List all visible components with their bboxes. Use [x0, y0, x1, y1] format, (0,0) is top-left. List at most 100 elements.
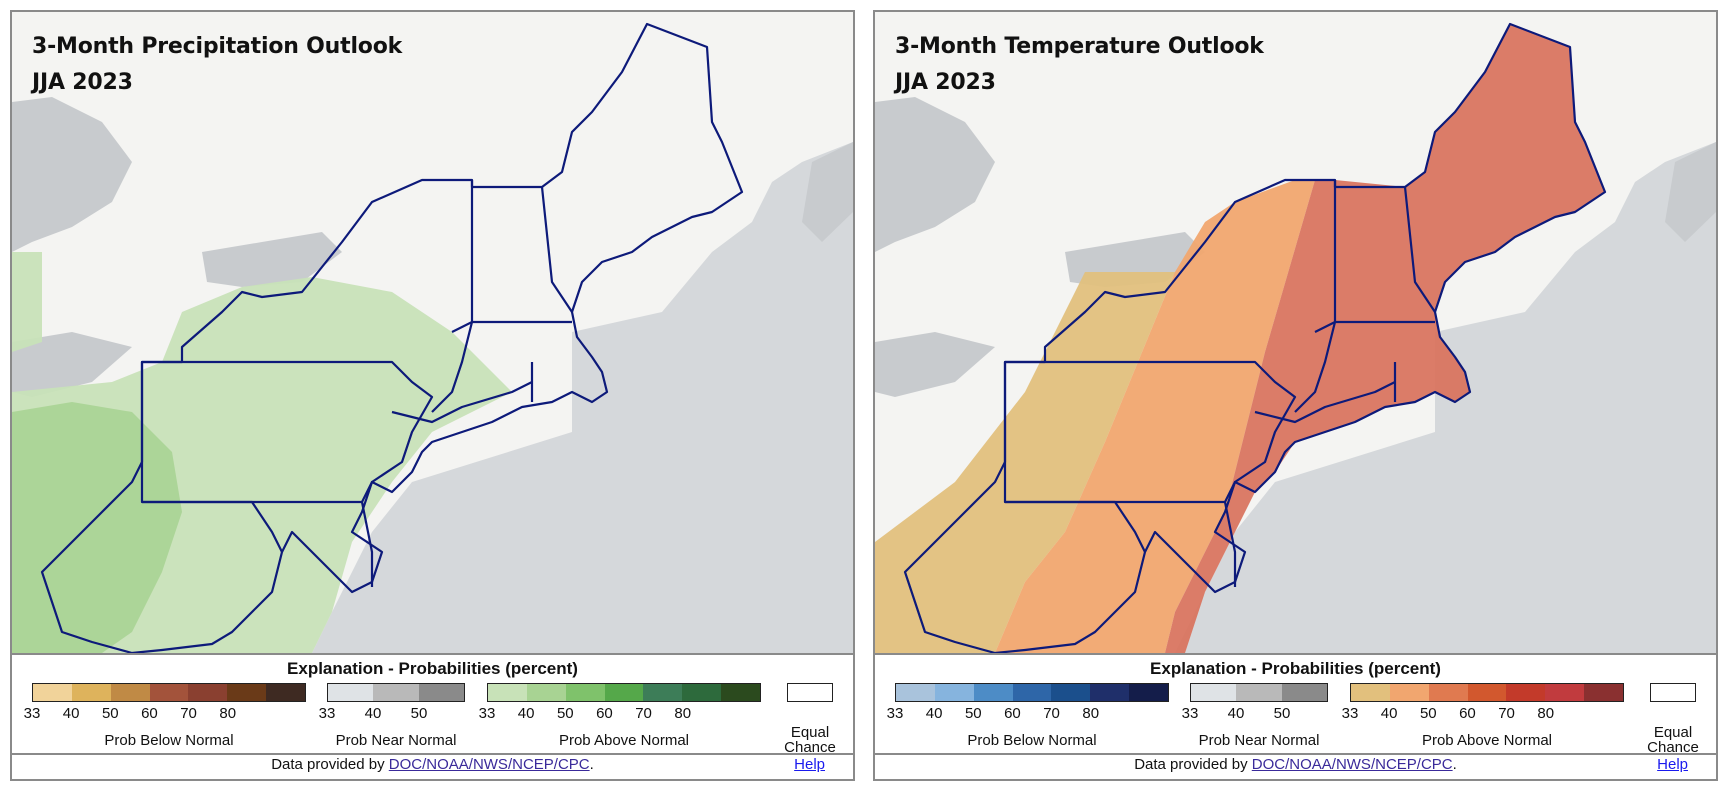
help-link[interactable]: Help: [1657, 756, 1688, 773]
scale-swatch: [149, 684, 189, 701]
scale-swatch: [682, 684, 722, 701]
scale-swatch: [1506, 684, 1546, 701]
equal-chance-label: Equal Chance: [1647, 724, 1699, 756]
cpc-link[interactable]: DOC/NOAA/NWS/NCEP/CPC: [388, 756, 590, 773]
legend-title: Explanation - Probabilities (percent): [287, 659, 578, 678]
scale-tick-label: 60: [141, 705, 158, 722]
scale-swatch: [1090, 684, 1130, 701]
legend: Explanation - Probabilities (percent) 33…: [12, 653, 853, 771]
caption-near-normal: Prob Near Normal: [1198, 732, 1320, 749]
scale-swatch: [1191, 684, 1237, 701]
scale-tick-label: 60: [1459, 705, 1476, 722]
caption-above-normal: Prob Above Normal: [558, 732, 690, 749]
credit-suffix: .: [589, 756, 594, 773]
legend-title: Explanation - Probabilities (percent): [1150, 659, 1441, 678]
caption-near-normal: Prob Near Normal: [335, 732, 457, 749]
scale-tick-label: 50: [964, 705, 982, 722]
credit-prefix: Data provided by: [1134, 756, 1248, 773]
scale-swatch: [604, 684, 644, 701]
scale-tick-label: 50: [556, 705, 574, 722]
map-period: JJA 2023: [32, 70, 133, 95]
scale-swatch: [33, 684, 72, 701]
precipitation-map-svg: [12, 12, 853, 653]
scale-tick-label: 50: [1273, 705, 1291, 722]
state-borders: [903, 22, 1607, 653]
ticks-above-normal: 33 40 50 60 70 80: [479, 705, 761, 723]
scale-swatch: [934, 684, 974, 701]
scale-swatch: [643, 684, 683, 701]
equal-chance-swatch: [787, 683, 833, 702]
scale-tick-label: 33: [1341, 705, 1359, 722]
precipitation-outlook-panel: 3-Month Precipitation Outlook JJA 2023 E…: [10, 10, 855, 781]
credit-prefix: Data provided by: [271, 756, 385, 773]
temp-above-40: [995, 180, 1315, 653]
scale-swatch: [1281, 684, 1327, 701]
scale-near-normal: [1190, 683, 1328, 702]
scale-below-normal: [32, 683, 306, 702]
caption-above-normal: Prob Above Normal: [1421, 732, 1553, 749]
scale-swatch: [973, 684, 1013, 701]
scale-tick-label: 33: [318, 705, 336, 722]
scale-tick-label: 70: [635, 705, 652, 722]
help-link[interactable]: Help: [794, 756, 825, 773]
map-title: 3-Month Temperature Outlook: [895, 34, 1264, 59]
scale-swatch: [1467, 684, 1507, 701]
scale-swatch: [227, 684, 267, 701]
scale-swatch: [488, 684, 527, 701]
scale-swatch: [565, 684, 605, 701]
temperature-map[interactable]: 3-Month Temperature Outlook JJA 2023: [875, 12, 1716, 653]
scale-swatch: [328, 684, 374, 701]
cpc-link[interactable]: DOC/NOAA/NWS/NCEP/CPC: [1251, 756, 1453, 773]
scale-tick-label: 80: [674, 705, 692, 722]
lake-ontario: [202, 232, 342, 287]
credits: Data provided by DOC/NOAA/NWS/NCEP/CPC. …: [12, 753, 853, 777]
precipitation-map[interactable]: 3-Month Precipitation Outlook JJA 2023: [12, 12, 853, 653]
scale-above-normal: [487, 683, 761, 702]
state-borders: [40, 22, 744, 653]
lake-huron: [12, 97, 132, 252]
ticks-below-normal: 33 40 50 60 70 80: [887, 705, 1169, 723]
scale-swatch: [1351, 684, 1390, 701]
scale-tick-label: 40: [1380, 705, 1398, 722]
ticks-above-normal: 33 40 50 60 70 80: [1342, 705, 1624, 723]
credits: Data provided by DOC/NOAA/NWS/NCEP/CPC. …: [875, 753, 1716, 777]
map-title: 3-Month Precipitation Outlook: [32, 34, 403, 59]
scale-tick-label: 33: [886, 705, 904, 722]
scale-swatch: [373, 684, 419, 701]
scale-swatch: [71, 684, 111, 701]
scale-tick-label: 33: [478, 705, 496, 722]
temp-above-50: [1165, 24, 1605, 653]
scale-tick-label: 50: [101, 705, 119, 722]
equal-chance-label: Equal Chance: [784, 724, 836, 756]
scale-swatch: [1051, 684, 1091, 701]
scale-tick-label: 40: [1227, 705, 1245, 722]
scale-tick-label: 80: [1082, 705, 1100, 722]
scale-tick-label: 50: [1419, 705, 1437, 722]
caption-below-normal: Prob Below Normal: [104, 732, 234, 749]
scale-tick-label: 33: [23, 705, 41, 722]
scale-tick-label: 40: [364, 705, 382, 722]
scale-tick-label: 60: [596, 705, 613, 722]
lake-erie: [12, 332, 132, 397]
scale-tick-label: 60: [1004, 705, 1021, 722]
scale-swatch: [1236, 684, 1282, 701]
temperature-map-svg: [875, 12, 1716, 653]
ticks-near-normal: 33 40 50: [319, 705, 465, 723]
scale-swatch: [188, 684, 228, 701]
scale-swatch: [1389, 684, 1429, 701]
ticks-near-normal: 33 40 50: [1182, 705, 1328, 723]
legend: Explanation - Probabilities (percent) 33…: [875, 653, 1716, 771]
scale-swatch: [266, 684, 306, 701]
scale-tick-label: 70: [1498, 705, 1515, 722]
precip-above-33-west: [12, 252, 42, 352]
lake-huron: [875, 97, 995, 252]
credit-suffix: .: [1452, 756, 1457, 773]
scale-swatch: [721, 684, 761, 701]
scale-swatch: [1545, 684, 1585, 701]
scale-tick-label: 70: [1043, 705, 1060, 722]
scale-near-normal: [327, 683, 465, 702]
ticks-below-normal: 33 40 50 60 70 80: [24, 705, 306, 723]
scale-below-normal: [895, 683, 1169, 702]
scale-tick-label: 40: [517, 705, 535, 722]
scale-tick-label: 80: [219, 705, 237, 722]
